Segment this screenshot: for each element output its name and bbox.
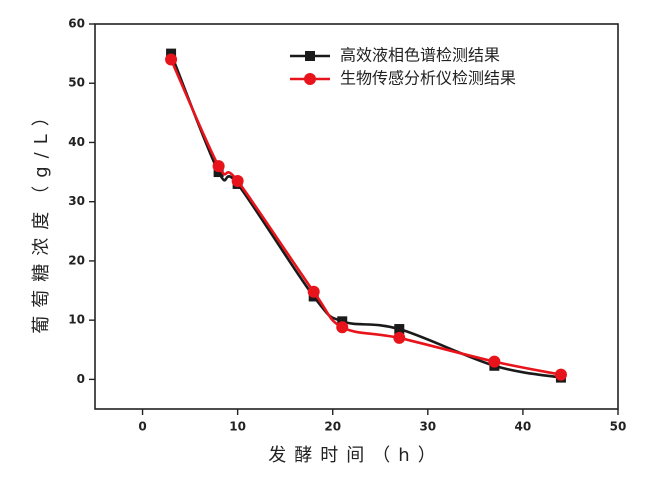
plot-frame (94, 23, 619, 410)
data-point (165, 53, 178, 66)
data-point (394, 324, 405, 335)
legend-marker (304, 73, 316, 85)
data-point (393, 331, 406, 344)
x-tick-label: 50 (610, 420, 627, 434)
x-tick-label: 0 (138, 420, 146, 434)
data-point (212, 160, 225, 173)
y-tick-label: 10 (68, 313, 85, 327)
y-tick-label: 0 (77, 372, 85, 386)
y-tick-label: 50 (68, 76, 85, 90)
y-tick-label: 30 (68, 194, 85, 208)
y-tick-label: 20 (68, 253, 85, 267)
x-tick-label: 40 (515, 420, 532, 434)
data-point (554, 368, 567, 381)
y-tick-label: 40 (68, 135, 85, 149)
data-point (488, 355, 501, 368)
series-line (169, 59, 562, 376)
x-axis-label: 发酵时间（h） (268, 445, 443, 466)
legend-label: 生物传感分析仪检测结果 (340, 69, 516, 88)
x-tick-label: 30 (419, 420, 436, 434)
y-axis-label: 葡萄糖浓度（g/L） (31, 100, 52, 334)
series-line (169, 53, 562, 379)
x-tick-label: 10 (229, 420, 246, 434)
data-point (336, 321, 349, 334)
y-tick-label: 60 (68, 17, 85, 31)
data-point (307, 285, 320, 298)
data-point (231, 174, 244, 187)
legend-marker (305, 51, 315, 61)
x-tick-label: 20 (324, 420, 341, 434)
legend-label: 高效液相色谱检测结果 (340, 46, 500, 65)
